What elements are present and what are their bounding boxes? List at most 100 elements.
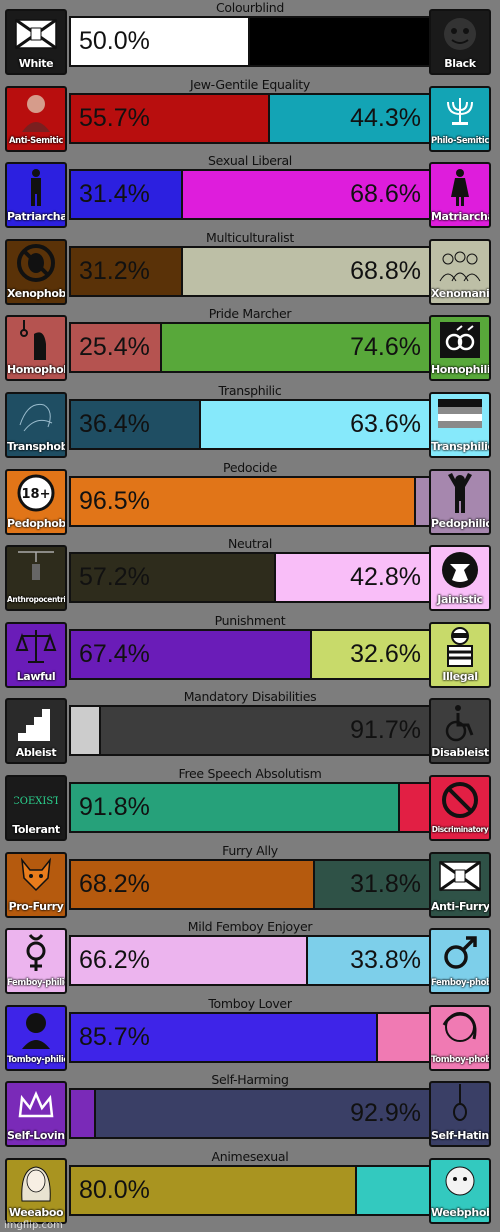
- axis-bar: 55.7% 44.3%: [69, 92, 431, 144]
- right-ideology-icon: Black: [429, 9, 491, 75]
- left-ideology-label: Transphobic: [7, 440, 65, 453]
- axis-title: Tomboy Lover: [208, 995, 292, 1011]
- mask-icon: [431, 11, 489, 56]
- axis-bar: 50.0%: [69, 16, 431, 67]
- left-segment: [71, 1090, 97, 1138]
- coexist-icon: COEXIST: [7, 777, 65, 822]
- right-ideology-icon: Pedophilic: [429, 468, 491, 535]
- sketch-face-icon: [431, 1160, 489, 1205]
- right-segment: 91.7%: [100, 707, 429, 755]
- crown-icon: [7, 1083, 65, 1128]
- watermark: imgflip.com: [4, 1220, 63, 1231]
- left-percentage: 91.8%: [79, 793, 150, 821]
- fox-icon: [7, 854, 65, 899]
- axis-bar: 31.2% 68.8%: [69, 245, 431, 297]
- left-segment: [71, 707, 101, 755]
- right-ideology-icon: Disableist: [429, 698, 491, 765]
- left-ideology-icon: Tomboy-philic: [5, 1004, 67, 1071]
- left-ideology-icon: Femboy-philic: [5, 928, 67, 995]
- right-ideology-icon: Femboy-phobic: [429, 928, 491, 995]
- right-ideology-label: Anti-Furry: [431, 899, 489, 913]
- male-figure-icon: [7, 164, 65, 209]
- right-percentage: 31.8%: [350, 869, 421, 898]
- left-segment: 57.2%: [71, 554, 276, 602]
- right-segment: 92.9%: [96, 1090, 429, 1138]
- stairs-icon: [7, 700, 65, 745]
- left-percentage: 80.0%: [79, 1176, 150, 1204]
- axis-row-jew-gentile-equality: Jew-Gentile Equality 55.7% 44.3% Anti-Semit…: [0, 77, 500, 154]
- axis-title: Multiculturalist: [205, 229, 294, 245]
- sketch-icon: [7, 394, 65, 439]
- left-ideology-label: Lawful: [16, 669, 56, 683]
- right-ideology-label: Homophilic: [431, 363, 489, 377]
- right-segment: 32.6%: [312, 630, 429, 678]
- left-ideology-icon: Self-Loving: [5, 1081, 67, 1148]
- left-ideology-label: Pedophobic: [7, 516, 65, 530]
- right-percentage: 33.8%: [350, 946, 421, 975]
- robber-icon: [431, 624, 489, 669]
- right-ideology-icon: Philo-Semitic: [429, 85, 491, 152]
- right-segment: 63.6%: [201, 401, 429, 448]
- left-ideology-label: Tolerant: [12, 823, 60, 836]
- left-percentage: 66.2%: [79, 946, 150, 975]
- axis-title: Mild Femboy Enjoyer: [187, 919, 313, 935]
- axis-row-self-harming: Self-Harming 92.9% Self-Loving Self-Hating: [0, 1072, 500, 1149]
- right-segment: 74.6%: [161, 324, 429, 372]
- no-sign-icon: [431, 777, 489, 822]
- left-segment: 66.2%: [71, 937, 308, 985]
- linked-rings-icon: [431, 317, 489, 362]
- right-segment: 68.8%: [182, 247, 429, 295]
- axis-row-mild-femboy-enjoyer: Mild Femboy Enjoyer 66.2% 33.8% Femboy-phil…: [0, 919, 500, 996]
- right-percentage: 42.8%: [350, 563, 421, 592]
- right-ideology-icon: Jainistic: [429, 545, 491, 612]
- left-ideology-icon: White: [5, 9, 67, 75]
- left-segment: 36.4%: [71, 401, 202, 448]
- hanging-icon: [7, 547, 65, 592]
- axis-bar: 85.7%: [69, 1011, 431, 1063]
- right-ideology-icon: Transphilic: [429, 392, 491, 458]
- left-ideology-icon: COEXIST Tolerant: [5, 775, 67, 841]
- axis-title: Pedocide: [223, 459, 277, 475]
- right-ideology-label: Matriarchal: [431, 210, 489, 224]
- axis-title: Jew-Gentile Equality: [189, 76, 311, 92]
- right-ideology-label: Pedophilic: [431, 516, 489, 530]
- right-ideology-label: Disableist: [431, 746, 489, 760]
- left-percentage: 36.4%: [79, 410, 150, 438]
- left-ideology-icon: Lawful: [5, 621, 67, 688]
- right-ideology-icon: Matriarchal: [429, 162, 491, 229]
- left-segment: 25.4%: [71, 324, 162, 372]
- right-segment: 42.8%: [275, 554, 429, 602]
- axis-row-free-speech-absolutism: Free Speech Absolutism 91.8% COEXIST Tolera…: [0, 766, 500, 843]
- right-ideology-label: Philo-Semitic: [431, 135, 489, 146]
- scales-icon: [7, 624, 65, 669]
- left-ideology-icon: Weeaboo: [5, 1158, 67, 1224]
- axis-title: Free Speech Absolutism: [178, 766, 322, 781]
- axis-bar: 67.4% 32.6%: [69, 628, 431, 680]
- left-segment: 55.7%: [71, 94, 271, 142]
- axis-title: Colourblind: [216, 0, 284, 15]
- noose-figure-icon: [7, 317, 65, 362]
- left-ideology-label: White: [18, 57, 54, 70]
- right-percentage: 92.9%: [350, 1099, 421, 1128]
- axis-bar: 57.2% 42.8%: [69, 552, 431, 604]
- axis-bar: 96.5%: [69, 475, 431, 527]
- axis-bar: 25.4% 74.6%: [69, 322, 431, 374]
- right-ideology-icon: Xenomanic: [429, 238, 491, 305]
- axis-title: Animesexual: [211, 1149, 289, 1164]
- axis-bar: 31.4% 68.6%: [69, 169, 431, 221]
- right-percentage: 68.8%: [350, 256, 421, 285]
- right-ideology-icon: Discriminatory: [429, 775, 491, 841]
- right-ideology-icon: Illegal: [429, 621, 491, 688]
- axis-row-colourblind: Colourblind 50.0% White Black: [0, 0, 500, 77]
- stripes-icon: [431, 394, 489, 439]
- 18-plus-icon: 18+: [7, 471, 65, 516]
- left-ideology-icon: Transphobic: [5, 392, 67, 458]
- right-ideology-label: Discriminatory: [431, 825, 489, 834]
- axis-bar: 91.7%: [69, 705, 431, 757]
- left-percentage: 50.0%: [79, 27, 150, 55]
- right-percentage: 74.6%: [350, 333, 421, 362]
- left-ideology-label: Ableist: [15, 746, 57, 760]
- left-ideology-icon: Patriarchal: [5, 162, 67, 229]
- axis-row-neutral: Neutral 57.2% 42.8% Anthropocentric Jainisti…: [0, 536, 500, 613]
- left-percentage: 68.2%: [79, 869, 150, 898]
